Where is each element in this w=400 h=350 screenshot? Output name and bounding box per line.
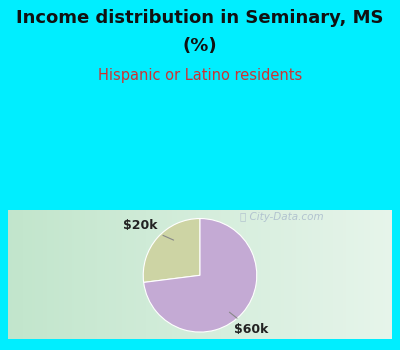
Text: Hispanic or Latino residents: Hispanic or Latino residents bbox=[98, 68, 302, 83]
Text: ⓘ City-Data.com: ⓘ City-Data.com bbox=[240, 212, 324, 222]
Text: (%): (%) bbox=[183, 37, 217, 55]
Wedge shape bbox=[143, 218, 200, 282]
Text: $20k: $20k bbox=[123, 219, 174, 240]
Text: Income distribution in Seminary, MS: Income distribution in Seminary, MS bbox=[16, 9, 384, 27]
Wedge shape bbox=[144, 218, 257, 332]
Text: $60k: $60k bbox=[230, 312, 268, 336]
